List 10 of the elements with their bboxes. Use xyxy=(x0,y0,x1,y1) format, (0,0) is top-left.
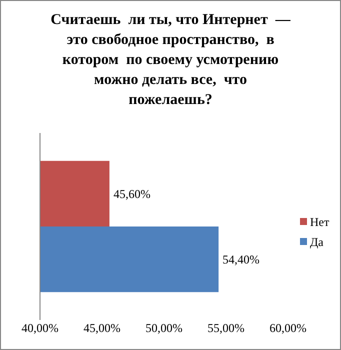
data-label: 45,60% xyxy=(113,186,150,201)
x-tick-label: 50,00% xyxy=(146,321,182,335)
legend-label: Да xyxy=(310,235,324,250)
legend-label: Нет xyxy=(310,215,330,230)
x-tick-label: 40,00% xyxy=(22,321,58,335)
x-tick-label: 60,00% xyxy=(270,321,306,335)
x-tick-label: 45,00% xyxy=(84,321,120,335)
chart-title: Считаешь ли ты, что Интернет — это свободное пространство, в котором по своему усмотрению можно делать все, что пожелаешь? xyxy=(50,12,292,108)
x-tick-label: 55,00% xyxy=(208,321,244,335)
data-label: 54,40% xyxy=(222,252,260,267)
